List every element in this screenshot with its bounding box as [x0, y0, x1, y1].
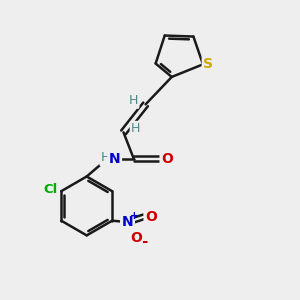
- Text: Cl: Cl: [44, 183, 58, 196]
- Text: +: +: [130, 211, 138, 221]
- Text: N: N: [122, 215, 133, 229]
- Text: H: H: [131, 122, 141, 135]
- Text: O: O: [130, 231, 142, 245]
- Text: O: O: [145, 210, 157, 224]
- Text: O: O: [161, 152, 173, 166]
- Text: S: S: [203, 57, 213, 71]
- Text: H: H: [128, 94, 138, 107]
- Text: H: H: [101, 152, 111, 164]
- Text: N: N: [109, 152, 121, 166]
- Text: -: -: [141, 234, 148, 249]
